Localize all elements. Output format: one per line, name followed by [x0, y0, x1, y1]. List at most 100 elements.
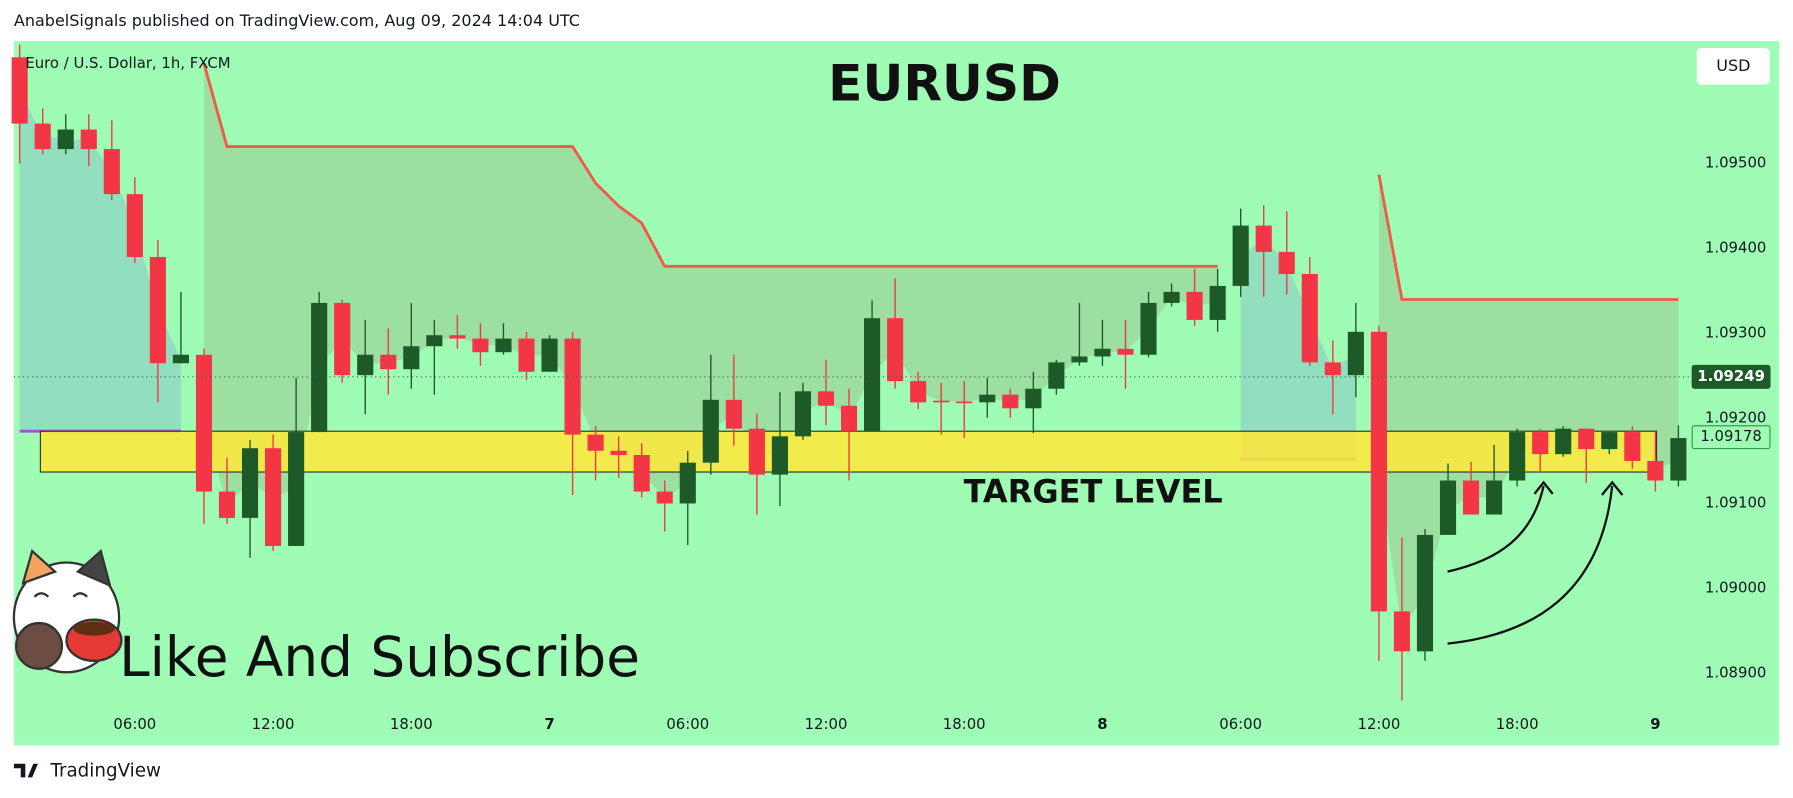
candle-body [587, 434, 604, 451]
candle-body [956, 401, 973, 404]
candle-body [1624, 432, 1641, 461]
y-tick-label: 1.09500 [1705, 154, 1766, 172]
candle-body [1209, 285, 1226, 320]
candle-body [794, 391, 812, 437]
candle-body [1140, 302, 1157, 355]
candle-body [449, 335, 466, 339]
candle-body [311, 302, 328, 433]
candle-body [426, 335, 443, 347]
candle-body [910, 381, 927, 403]
candle-body [195, 354, 213, 492]
candle-body [979, 394, 996, 403]
candle-body [541, 338, 558, 372]
indicator-line [202, 62, 1218, 268]
candle-body [34, 123, 51, 150]
candle-body [817, 391, 835, 406]
candle-body [11, 57, 28, 124]
candle-body [1117, 348, 1134, 355]
y-tick-label: 1.09000 [1705, 578, 1766, 596]
candle-body [1370, 331, 1387, 612]
indicator-line [1377, 174, 1679, 301]
candle-body [725, 399, 742, 429]
candle-body [1301, 274, 1318, 363]
candle-body [518, 338, 535, 372]
candle-body [1278, 251, 1295, 275]
candle-body [771, 436, 788, 475]
y-tick-label: 1.09300 [1705, 324, 1766, 342]
candle-body [1647, 460, 1664, 481]
candle-body [1532, 432, 1549, 455]
arrow-head [1601, 480, 1624, 496]
price-label-box [1691, 364, 1771, 389]
candle-body [495, 338, 512, 353]
candle-body [149, 257, 166, 364]
candle-body [288, 432, 305, 546]
y-tick-label: 1.09100 [1705, 493, 1766, 511]
candle-body [702, 399, 719, 463]
x-tick-label: 12:00 [805, 715, 848, 733]
candle-body [1186, 291, 1203, 320]
candle-body [1071, 356, 1088, 363]
candle-body [887, 318, 904, 382]
candle-body [403, 346, 420, 370]
candle-body [1094, 348, 1111, 357]
indicator-fill [1378, 174, 1679, 632]
candle-body [1347, 331, 1364, 376]
candle-body [1255, 225, 1272, 252]
candle-body [1578, 428, 1595, 450]
candle-body [656, 491, 673, 504]
x-tick-label: 12:00 [1357, 715, 1400, 733]
x-tick-label: 18:00 [390, 715, 433, 733]
candle-body [1232, 225, 1249, 286]
candle-body [218, 491, 236, 518]
x-tick-label: 8 [1097, 715, 1107, 733]
arrow [1447, 485, 1614, 645]
candle-body [357, 354, 374, 376]
currency-label: USD [1716, 56, 1750, 75]
candle-body [1416, 534, 1434, 652]
candle-body [840, 405, 858, 432]
y-tick-label: 1.09400 [1705, 239, 1766, 257]
x-tick-label: 18:00 [1496, 715, 1539, 733]
annotation: Like And Subscribe [119, 625, 640, 689]
plot-background [13, 41, 1780, 744]
candle-body [1486, 480, 1503, 515]
currency-button[interactable] [1696, 48, 1770, 85]
candle-body [864, 318, 881, 432]
candle-body [334, 302, 351, 376]
arrow [1447, 485, 1545, 573]
tradingview-logo [13, 763, 38, 778]
indicator-fill [1240, 238, 1356, 460]
candle-body [633, 455, 650, 492]
candle-body [748, 428, 765, 475]
indicator-fill [19, 90, 181, 432]
candle-body [1670, 438, 1687, 481]
candle-body [1324, 362, 1341, 376]
candle-body [57, 129, 74, 150]
candle-body [172, 354, 189, 364]
candle-body [1163, 291, 1180, 303]
candle-body [472, 338, 489, 353]
candle-body [265, 448, 282, 546]
footer-brand: TradingView [49, 761, 161, 782]
x-tick-label: 9 [1650, 715, 1660, 733]
candle-body [1555, 428, 1572, 455]
x-tick-label: 7 [544, 715, 554, 733]
cat-sticker [12, 548, 123, 674]
candle-body [241, 448, 259, 518]
candle-body [1601, 432, 1618, 450]
price-label-box [1691, 425, 1771, 450]
candle-body [103, 149, 120, 195]
price-label: 1.09249 [1697, 367, 1765, 385]
candle-body [564, 338, 581, 435]
y-tick-label: 1.09200 [1705, 408, 1766, 426]
x-tick-label: 12:00 [252, 715, 295, 733]
candle-body [1048, 362, 1065, 389]
candle-body [1002, 394, 1019, 409]
arrow-head [1533, 480, 1554, 495]
candle-body [1025, 388, 1042, 409]
time-axis [13, 743, 1780, 746]
candle-body [610, 450, 627, 456]
candle-body [1463, 480, 1480, 515]
